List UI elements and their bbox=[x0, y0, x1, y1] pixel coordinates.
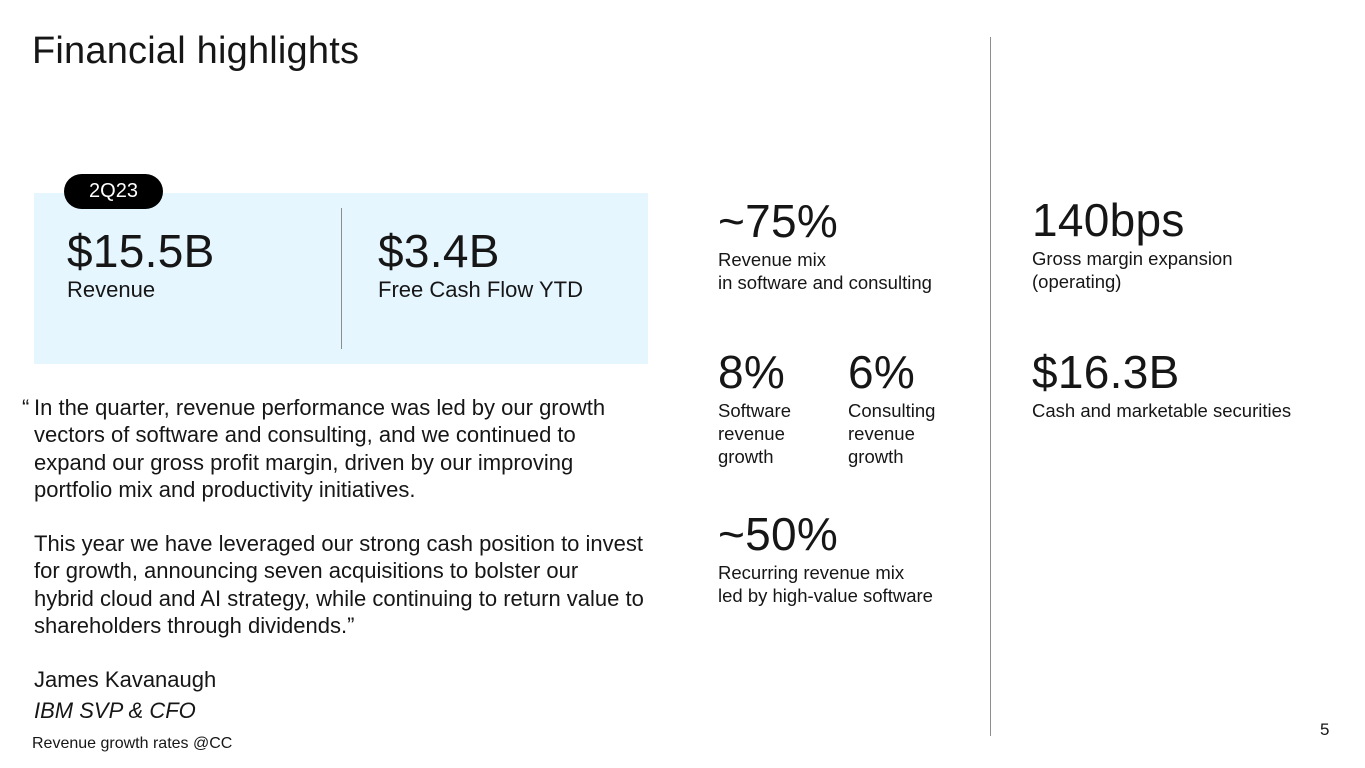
revenue-mix-label-2: in software and consulting bbox=[718, 272, 932, 293]
gross-margin-value: 140bps bbox=[1032, 194, 1185, 246]
fcf-label: Free Cash Flow YTD bbox=[378, 277, 583, 302]
revenue-label: Revenue bbox=[67, 277, 156, 302]
revenue-mix-value: ~75% bbox=[718, 195, 839, 247]
page-number: 5 bbox=[1320, 720, 1330, 739]
consulting-growth-label-1: Consulting bbox=[848, 400, 936, 421]
recurring-label-1: Recurring revenue mix bbox=[718, 562, 905, 583]
page-title: Financial highlights bbox=[32, 30, 360, 72]
software-growth-label-2: revenue bbox=[718, 423, 785, 444]
recurring-label-2: led by high-value software bbox=[718, 585, 933, 606]
revenue-mix-label-1: Revenue mix bbox=[718, 249, 826, 270]
cash-label: Cash and marketable securities bbox=[1032, 400, 1292, 421]
gross-margin-label-1: Gross margin expansion bbox=[1032, 248, 1233, 269]
revenue-value: $15.5B bbox=[67, 225, 215, 277]
quote-open-mark: “ bbox=[22, 395, 30, 420]
consulting-growth-label-2: revenue bbox=[848, 423, 915, 444]
quote-paragraph-1: In the quarter, revenue performance was … bbox=[34, 395, 606, 502]
footnote: Revenue growth rates @CC bbox=[32, 735, 233, 752]
software-growth-label-3: growth bbox=[718, 446, 774, 467]
consulting-growth-value: 6% bbox=[848, 346, 916, 398]
software-growth-value: 8% bbox=[718, 346, 786, 398]
quarter-badge: 2Q23 bbox=[64, 174, 163, 209]
gross-margin-label-2: (operating) bbox=[1032, 271, 1122, 292]
quote-paragraph-2: This year we have leveraged our strong c… bbox=[34, 531, 644, 639]
cash-value: $16.3B bbox=[1032, 346, 1180, 398]
recurring-value: ~50% bbox=[718, 508, 839, 560]
speaker-role: IBM SVP & CFO bbox=[34, 698, 196, 723]
software-growth-label-1: Software bbox=[718, 400, 792, 421]
speaker-name: James Kavanaugh bbox=[34, 667, 217, 692]
vertical-divider bbox=[990, 37, 991, 736]
consulting-growth-label-3: growth bbox=[848, 446, 904, 467]
panel-divider bbox=[341, 208, 342, 349]
cfo-quote: In the quarter, revenue performance was … bbox=[34, 394, 644, 639]
fcf-value: $3.4B bbox=[378, 225, 500, 277]
